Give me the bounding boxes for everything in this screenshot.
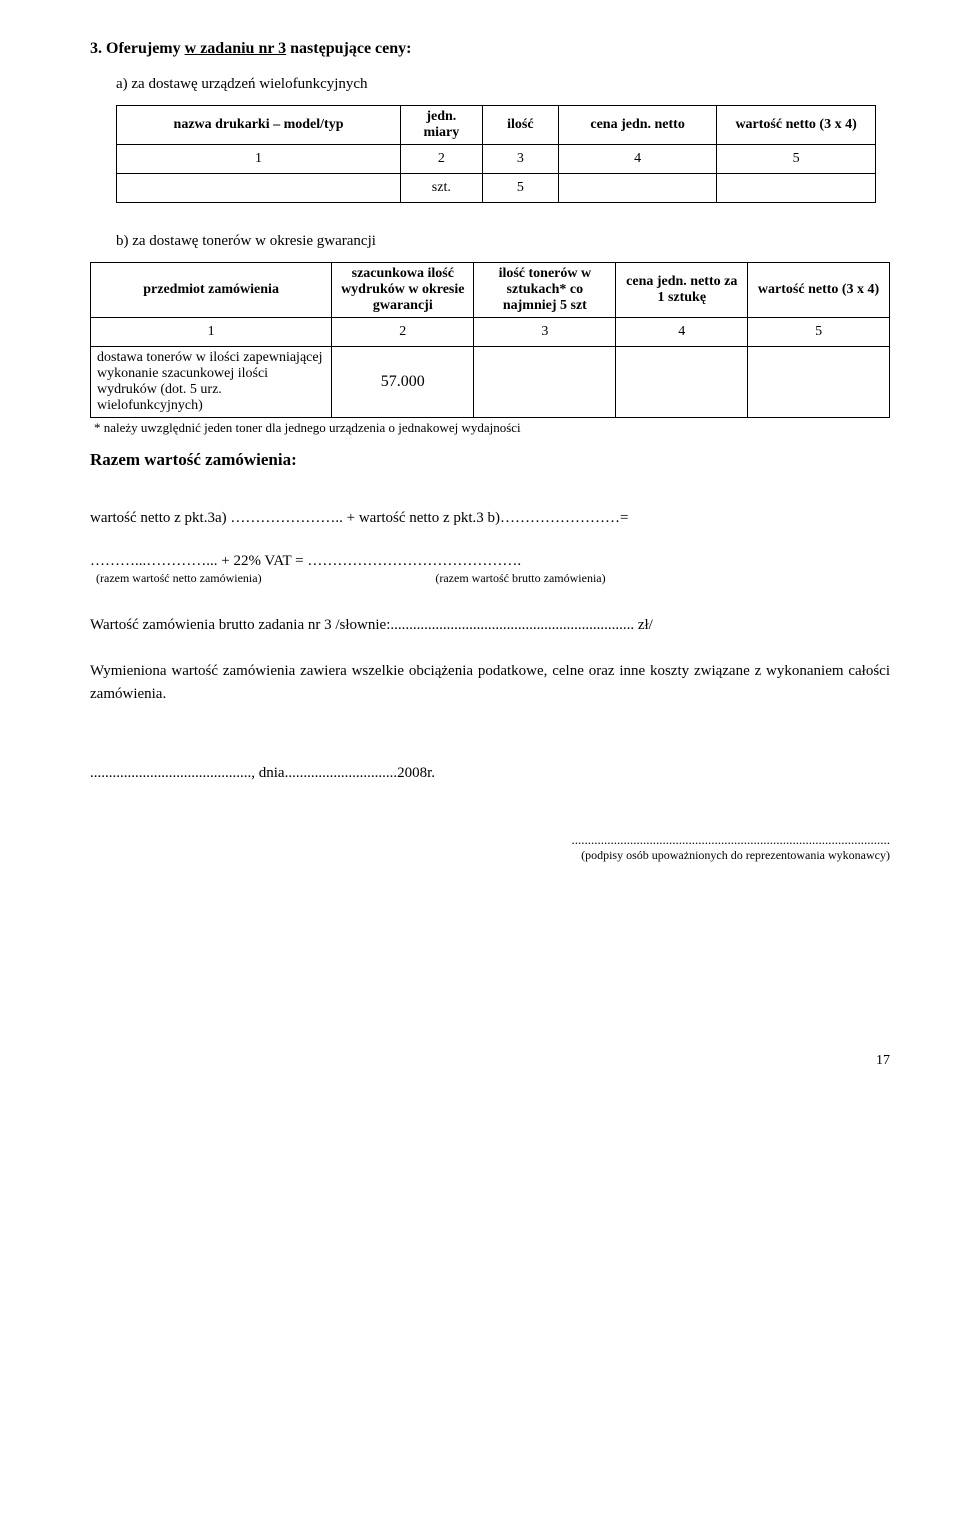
ta-h2: jedn. miary [401, 106, 483, 145]
date-line: ........................................… [90, 765, 890, 782]
footnote: * należy uwzględnić jeden toner dla jedn… [94, 420, 890, 436]
tb-h1: przedmiot zamówienia [91, 263, 332, 318]
netto-sum-line: wartość netto z pkt.3a) ………………….. + wart… [90, 510, 890, 527]
tb-n4: 4 [616, 318, 748, 347]
ta-n4: 4 [559, 145, 717, 174]
vat-sub-left: (razem wartość netto zamówienia) [96, 571, 262, 586]
tb-h5: wartość netto (3 x 4) [748, 263, 890, 318]
ta-d5 [717, 174, 876, 203]
vat-mid: + 22% VAT = ……………………………………. [218, 553, 522, 569]
tb-h3: ilość tonerów w sztukach* co najmniej 5 … [474, 263, 616, 318]
signature-dots: ........................................… [90, 832, 890, 848]
tb-n3: 3 [474, 318, 616, 347]
signature-block: ........................................… [90, 832, 890, 863]
table-b-data-row: dostawa tonerów w ilości zapewniającej w… [91, 347, 890, 418]
tb-n2: 2 [332, 318, 474, 347]
tb-d2: 57.000 [332, 347, 474, 418]
heading-underline: w zadaniu nr 3 [185, 40, 287, 57]
razem-label: Razem wartość zamówienia: [90, 450, 890, 470]
tb-d4 [616, 347, 748, 418]
table-b: przedmiot zamówienia szacunkowa ilość wy… [90, 262, 890, 418]
vat-sub-right: (razem wartość brutto zamówienia) [435, 571, 605, 586]
tb-n5: 5 [748, 318, 890, 347]
ta-d4 [559, 174, 717, 203]
ta-h4: cena jedn. netto [559, 106, 717, 145]
table-b-num-row: 1 2 3 4 5 [91, 318, 890, 347]
signature-label: (podpisy osób upoważnionych do reprezent… [90, 848, 890, 863]
ta-n5: 5 [717, 145, 876, 174]
brutto-line: Wartość zamówienia brutto zadania nr 3 /… [90, 617, 890, 634]
ta-d1 [117, 174, 401, 203]
tb-d5 [748, 347, 890, 418]
heading-post: następujące ceny: [286, 40, 411, 57]
page-number: 17 [90, 1053, 890, 1069]
ta-d2: szt. [401, 174, 483, 203]
table-a-header-row: nazwa drukarki – model/typ jedn. miary i… [117, 106, 876, 145]
ta-n2: 2 [401, 145, 483, 174]
table-a-num-row: 1 2 3 4 5 [117, 145, 876, 174]
vat-left: ………...…………... [90, 553, 218, 569]
sub-b: b) za dostawę tonerów w okresie gwarancj… [116, 233, 890, 250]
tb-d3 [474, 347, 616, 418]
ta-h5: wartość netto (3 x 4) [717, 106, 876, 145]
table-b-header-row: przedmiot zamówienia szacunkowa ilość wy… [91, 263, 890, 318]
vat-sub-line: (razem wartość netto zamówienia) (razem … [90, 570, 890, 587]
tb-h2: szacunkowa ilość wydruków w okresie gwar… [332, 263, 474, 318]
section-heading: 3. Oferujemy w zadaniu nr 3 następujące … [90, 40, 890, 58]
sub-a: a) za dostawę urządzeń wielofunkcyjnych [116, 76, 890, 93]
tb-h4: cena jedn. netto za 1 sztukę [616, 263, 748, 318]
ta-h1: nazwa drukarki – model/typ [117, 106, 401, 145]
tb-d1: dostawa tonerów w ilości zapewniającej w… [91, 347, 332, 418]
heading-pre: Oferujemy [106, 40, 185, 57]
heading-num: 3. [90, 40, 102, 57]
ta-h3: ilość [482, 106, 558, 145]
ta-d3: 5 [482, 174, 558, 203]
vat-line: ………...…………... + 22% VAT = ……………………………………… [90, 553, 890, 570]
table-a: nazwa drukarki – model/typ jedn. miary i… [116, 105, 876, 203]
ta-n1: 1 [117, 145, 401, 174]
tb-n1: 1 [91, 318, 332, 347]
ta-n3: 3 [482, 145, 558, 174]
table-a-data-row: szt. 5 [117, 174, 876, 203]
paragraph: Wymieniona wartość zamówienia zawiera ws… [90, 660, 890, 705]
